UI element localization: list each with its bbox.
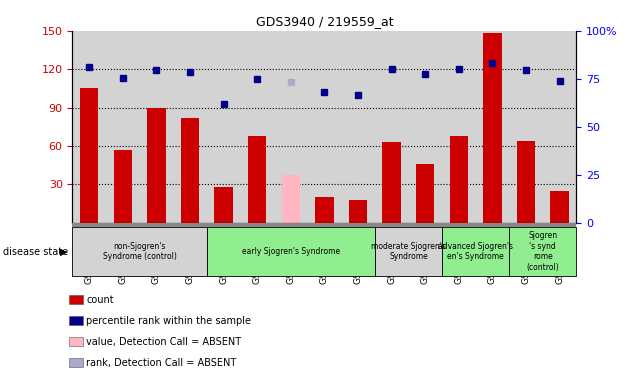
Text: rank, Detection Call = ABSENT: rank, Detection Call = ABSENT: [86, 358, 236, 368]
Bar: [214, 187, 233, 223]
Text: value, Detection Call = ABSENT: value, Detection Call = ABSENT: [86, 337, 241, 347]
Bar: [181, 118, 199, 223]
Bar: [517, 141, 536, 223]
Bar: [147, 108, 166, 223]
Bar: [113, 150, 132, 223]
Bar: [416, 164, 435, 223]
Bar: [551, 191, 569, 223]
Bar: [483, 33, 501, 223]
Text: disease state: disease state: [3, 247, 68, 257]
Text: moderate Sjogren's
Syndrome: moderate Sjogren's Syndrome: [371, 242, 446, 261]
Bar: [248, 136, 266, 223]
Text: ▶: ▶: [60, 247, 67, 257]
Bar: [382, 142, 401, 223]
Text: non-Sjogren's
Syndrome (control): non-Sjogren's Syndrome (control): [103, 242, 176, 261]
Text: Sjogren
's synd
rome
(control): Sjogren 's synd rome (control): [527, 232, 559, 271]
Bar: [282, 175, 300, 223]
Text: early Sjogren's Syndrome: early Sjogren's Syndrome: [242, 247, 340, 256]
Text: advanced Sjogren's
en's Syndrome: advanced Sjogren's en's Syndrome: [438, 242, 513, 261]
Bar: [450, 136, 468, 223]
Text: percentile rank within the sample: percentile rank within the sample: [86, 316, 251, 326]
Bar: [80, 88, 98, 223]
Text: count: count: [86, 295, 114, 305]
Bar: [349, 200, 367, 223]
Title: GDS3940 / 219559_at: GDS3940 / 219559_at: [256, 15, 393, 28]
Bar: [315, 197, 334, 223]
